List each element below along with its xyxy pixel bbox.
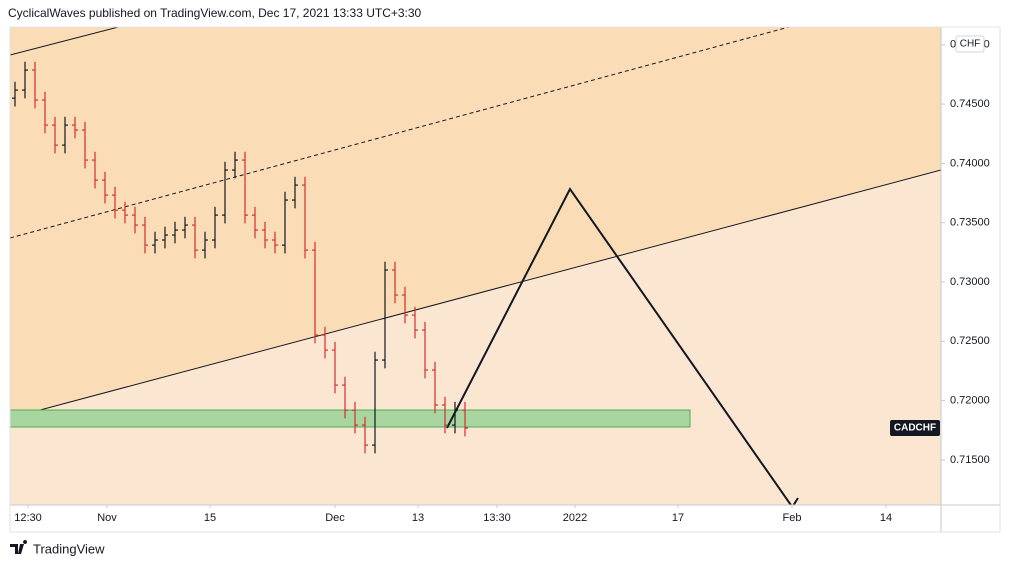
- support-zone: [10, 409, 691, 428]
- x-tick-label: 13:30: [483, 512, 511, 524]
- footer-logo: TradingView: [10, 540, 105, 556]
- x-tick-label: Nov: [97, 512, 117, 524]
- y-tick-label: 0.74000: [950, 157, 990, 169]
- logo-mark: [10, 540, 28, 554]
- currency-label: CHF: [960, 39, 981, 50]
- y-tick-label: 0.73000: [950, 276, 990, 288]
- bars: [12, 61, 468, 454]
- x-tick-label: 14: [880, 512, 892, 524]
- y-tick-label: 0.72500: [950, 335, 990, 347]
- y-tick-label: 0.73500: [950, 217, 990, 229]
- x-tick-label: 17: [672, 512, 684, 524]
- frame: [9, 26, 1001, 533]
- y-tick-label: 0.72000: [950, 395, 990, 407]
- symbol-tag: [890, 420, 940, 437]
- symbol-label: CADCHF: [894, 423, 936, 434]
- drawings: [10, 27, 941, 505]
- y-tick-label: 0.74500: [950, 98, 990, 110]
- channel-mid: [10, 27, 791, 239]
- footer-brand: TradingView: [33, 541, 105, 556]
- x-tick-label: 13: [412, 512, 424, 524]
- x-tick-label: 2022: [563, 512, 587, 524]
- x-tick-label: 12:30: [14, 512, 42, 524]
- channel-top: [10, 27, 121, 56]
- channel-zone: [10, 27, 941, 418]
- x-tick-label: Dec: [325, 512, 345, 524]
- y-tick-label: 0.71500: [950, 454, 990, 466]
- x-tick-label: 15: [204, 512, 216, 524]
- currency-badge: [955, 35, 985, 53]
- projection-path: [446, 187, 793, 505]
- channel-bottom: [10, 169, 941, 419]
- header: CyclicalWaves published on TradingView.c…: [8, 6, 422, 20]
- x-tick-label: Feb: [783, 512, 802, 524]
